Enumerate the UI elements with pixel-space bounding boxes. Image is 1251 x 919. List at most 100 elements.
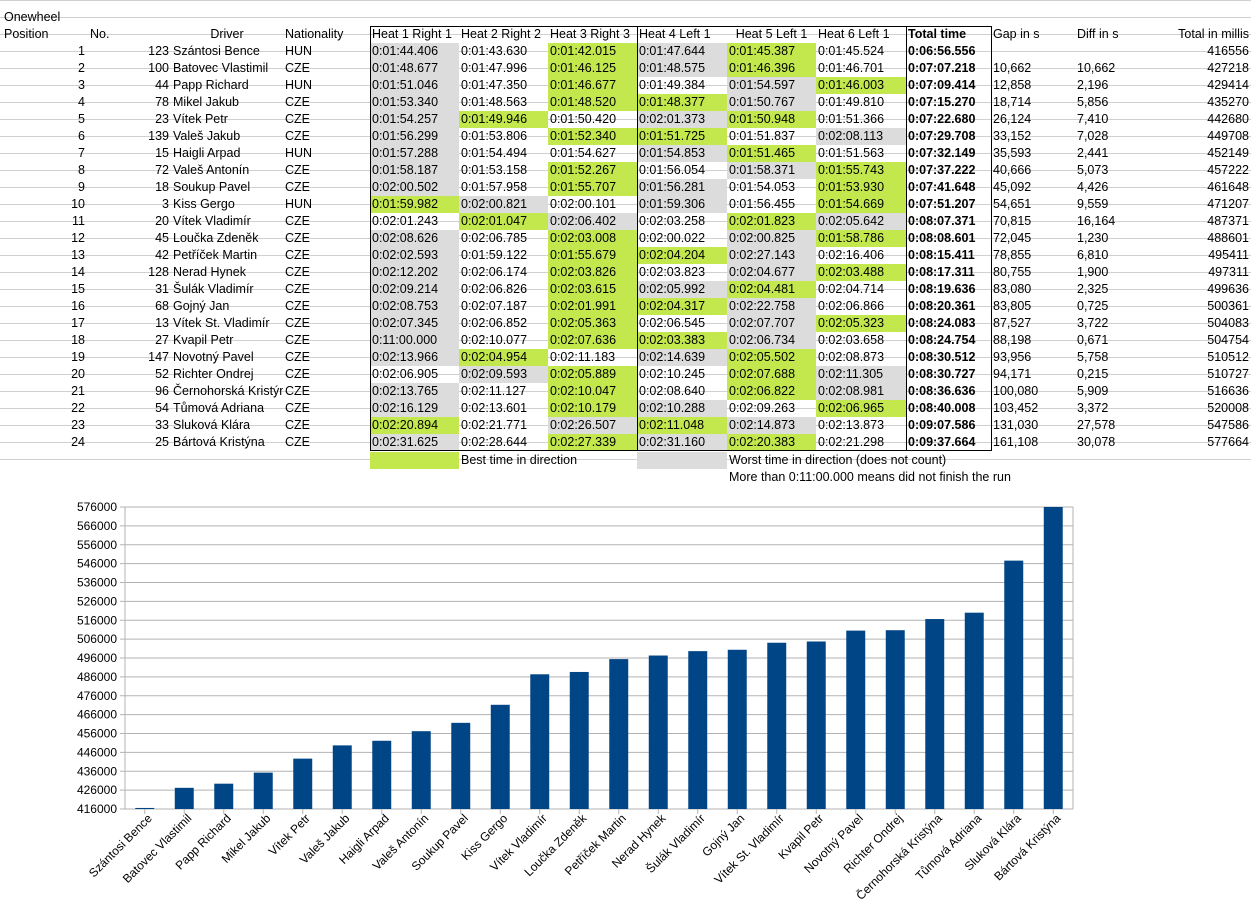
cell-number[interactable]: 68 [155,299,169,313]
cell-total-time[interactable]: 0:08:24.754 [908,333,976,347]
cell-heat-6[interactable]: 0:02:13.873 [818,418,885,432]
cell-nationality[interactable]: HUN [285,146,313,160]
cell-diff[interactable]: 4,426 [1077,180,1109,194]
cell-total-time[interactable]: 0:06:56.556 [908,44,976,58]
cell-position[interactable]: 23 [71,418,85,432]
cell-heat-2[interactable]: 0:01:59.122 [461,248,528,262]
cell-gap[interactable]: 12,858 [993,78,1032,92]
cell-heat-2[interactable]: 0:02:04.954 [459,349,548,366]
cell-heat-3[interactable]: 0:02:03.008 [548,230,637,247]
cell-heat-5[interactable]: 0:02:09.263 [729,401,796,415]
cell-number[interactable]: 96 [155,384,169,398]
cell-gap[interactable]: 18,714 [993,95,1032,109]
cell-heat-4[interactable]: 0:02:08.640 [639,384,706,398]
cell-heat-5[interactable]: 0:01:54.597 [727,77,816,94]
cell-number[interactable]: 139 [148,129,169,143]
cell-gap[interactable]: 94,171 [993,367,1032,381]
cell-total-millis[interactable]: 510512 [1207,350,1249,364]
cell-position[interactable]: 6 [78,129,85,143]
cell-heat-4[interactable]: 0:01:48.575 [637,60,727,77]
cell-heat-6[interactable]: 0:01:53.930 [816,179,906,196]
cell-heat-6[interactable]: 0:02:06.866 [818,299,885,313]
cell-heat-6[interactable]: 0:02:03.488 [816,264,906,281]
cell-total-time[interactable]: 0:07:15.270 [908,95,976,109]
cell-heat-4[interactable]: 0:01:59.306 [637,196,727,213]
cell-total-millis[interactable]: 577664 [1207,435,1249,449]
cell-nationality[interactable]: CZE [285,61,310,75]
cell-number[interactable]: 25 [155,435,169,449]
cell-heat-1[interactable]: 0:02:01.243 [372,214,439,228]
cell-nationality[interactable]: CZE [285,282,310,296]
cell-heat-4[interactable]: 0:02:01.373 [637,111,727,128]
cell-gap[interactable]: 87,527 [993,316,1032,330]
cell-driver[interactable]: Bártová Kristýna [173,435,265,449]
cell-gap[interactable]: 54,651 [993,197,1032,211]
cell-nationality[interactable]: CZE [285,384,310,398]
cell-heat-2[interactable]: 0:02:01.047 [459,213,548,230]
cell-heat-5[interactable]: 0:02:04.677 [727,264,816,281]
cell-nationality[interactable]: CZE [285,214,310,228]
cell-heat-6[interactable]: 0:01:49.810 [818,95,885,109]
cell-heat-2[interactable]: 0:01:53.158 [461,163,528,177]
cell-total-time[interactable]: 0:08:40.008 [908,401,976,415]
cell-heat-4[interactable]: 0:01:56.281 [637,179,727,196]
cell-heat-3[interactable]: 0:02:05.889 [548,366,637,383]
cell-total-millis[interactable]: 471207 [1207,197,1249,211]
cell-driver[interactable]: Mikel Jakub [173,95,239,109]
cell-heat-5[interactable]: 0:02:06.734 [727,332,816,349]
cell-heat-3[interactable]: 0:01:42.015 [548,43,637,60]
cell-gap[interactable]: 93,956 [993,350,1032,364]
cell-heat-6[interactable]: 0:02:05.323 [816,315,906,332]
cell-heat-4[interactable]: 0:02:05.992 [637,281,727,298]
cell-heat-1[interactable]: 0:02:13.765 [370,383,459,400]
cell-heat-2[interactable]: 0:02:09.593 [459,366,548,383]
cell-gap[interactable]: 83,805 [993,299,1032,313]
cell-heat-5[interactable]: 0:01:56.455 [729,197,796,211]
cell-heat-1[interactable]: 0:01:58.187 [370,162,459,179]
cell-heat-2[interactable]: 0:01:47.350 [461,78,528,92]
cell-heat-6[interactable]: 0:01:51.366 [818,112,885,126]
cell-driver[interactable]: Kiss Gergo [173,197,235,211]
cell-number[interactable]: 128 [148,265,169,279]
cell-total-millis[interactable]: 442680 [1207,112,1249,126]
cell-heat-6[interactable]: 0:01:46.701 [818,61,885,75]
cell-number[interactable]: 78 [155,95,169,109]
cell-total-time[interactable]: 0:07:51.207 [908,197,976,211]
cell-total-time[interactable]: 0:08:20.361 [908,299,976,313]
cell-total-millis[interactable]: 495411 [1208,248,1249,262]
cell-gap[interactable]: 10,662 [993,61,1032,75]
cell-driver[interactable]: Petříček Martin [173,248,258,262]
cell-diff[interactable]: 16,164 [1077,214,1116,228]
cell-heat-6[interactable]: 0:02:11.305 [816,366,906,383]
cell-heat-2[interactable]: 0:01:47.996 [461,61,528,75]
cell-number[interactable]: 42 [155,248,169,262]
cell-driver[interactable]: Szántosi Bence [173,44,260,58]
cell-diff[interactable]: 0,725 [1077,299,1109,313]
cell-number[interactable]: 147 [148,350,169,364]
cell-heat-5[interactable]: 0:02:22.758 [727,298,816,315]
cell-position[interactable]: 5 [78,112,85,126]
cell-heat-2[interactable]: 0:02:06.826 [461,282,528,296]
cell-heat-2[interactable]: 0:01:48.563 [461,95,528,109]
cell-heat-5[interactable]: 0:02:04.481 [727,281,816,298]
cell-heat-1[interactable]: 0:02:13.966 [370,349,459,366]
cell-position[interactable]: 1 [78,44,85,58]
cell-heat-3[interactable]: 0:02:07.636 [548,332,637,349]
cell-heat-2[interactable]: 0:02:00.821 [459,196,548,213]
cell-heat-2[interactable]: 0:01:43.630 [461,44,528,58]
cell-heat-5[interactable]: 0:01:58.371 [727,162,816,179]
cell-heat-6[interactable]: 0:01:55.743 [816,162,906,179]
cell-heat-2[interactable]: 0:02:07.187 [461,299,528,313]
cell-heat-1[interactable]: 0:02:16.129 [370,400,459,417]
cell-gap[interactable]: 78,855 [993,248,1032,262]
cell-nationality[interactable]: CZE [285,418,310,432]
cell-diff[interactable]: 9,559 [1077,197,1109,211]
cell-diff[interactable]: 0,671 [1077,333,1109,347]
cell-gap[interactable]: 103,452 [993,401,1039,415]
cell-position[interactable]: 14 [71,265,85,279]
cell-heat-3[interactable]: 0:01:52.340 [548,128,637,145]
cell-heat-2[interactable]: 0:02:11.127 [461,384,527,398]
cell-heat-5[interactable]: 0:02:07.707 [727,315,816,332]
cell-diff[interactable]: 2,196 [1077,78,1109,92]
cell-total-time[interactable]: 0:09:37.664 [908,435,976,449]
